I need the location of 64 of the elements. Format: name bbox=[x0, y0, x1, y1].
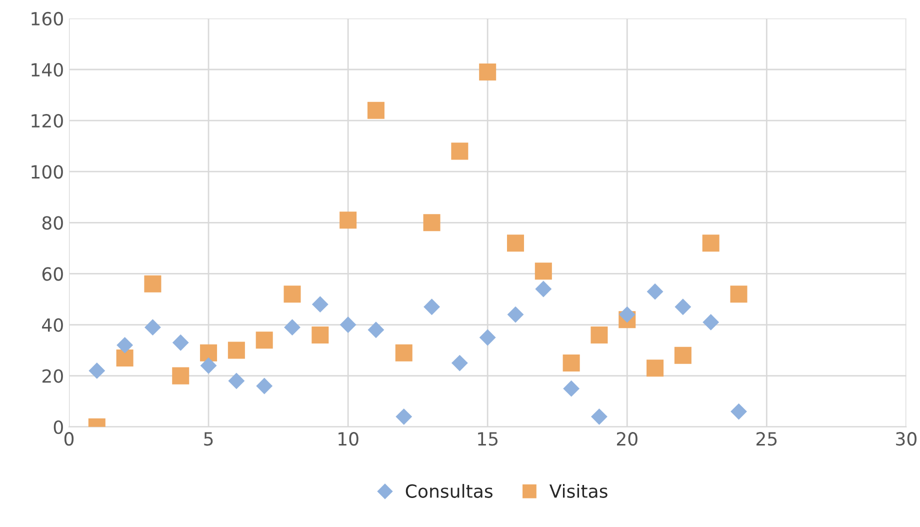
point bbox=[730, 403, 747, 420]
x-tick-label: 25 bbox=[756, 432, 777, 446]
point bbox=[340, 212, 357, 229]
point bbox=[702, 234, 720, 252]
point bbox=[535, 280, 552, 298]
point bbox=[730, 286, 748, 303]
point bbox=[534, 262, 552, 280]
point bbox=[424, 298, 440, 316]
y-tick-label: 100 bbox=[32, 165, 63, 179]
point bbox=[395, 344, 412, 362]
point bbox=[590, 326, 608, 344]
point bbox=[479, 64, 496, 81]
y-tick-label: 120 bbox=[32, 114, 63, 128]
point bbox=[618, 306, 636, 323]
point bbox=[256, 332, 273, 349]
x-tick-label: 30 bbox=[896, 432, 916, 446]
point bbox=[646, 360, 664, 377]
point bbox=[312, 326, 329, 344]
point bbox=[507, 234, 524, 252]
point bbox=[674, 346, 692, 364]
point bbox=[116, 336, 134, 354]
point bbox=[562, 354, 580, 372]
point bbox=[479, 329, 496, 346]
point bbox=[200, 357, 217, 374]
point bbox=[591, 408, 608, 425]
y-tick-label: 80 bbox=[42, 216, 63, 230]
point bbox=[256, 378, 273, 394]
point bbox=[228, 342, 245, 359]
point bbox=[367, 102, 384, 119]
point bbox=[172, 367, 190, 384]
legend-label: Visitas bbox=[549, 484, 608, 498]
point bbox=[200, 344, 218, 362]
point bbox=[312, 296, 328, 313]
y-tick-label: 40 bbox=[42, 318, 63, 332]
point bbox=[423, 214, 440, 232]
point bbox=[563, 380, 580, 397]
point bbox=[674, 298, 692, 316]
point bbox=[144, 319, 161, 336]
x-tick-label: 5 bbox=[204, 432, 213, 446]
point bbox=[368, 322, 384, 338]
point bbox=[702, 314, 720, 330]
point bbox=[228, 372, 245, 390]
x-tick-label: 15 bbox=[478, 432, 498, 446]
point bbox=[116, 349, 134, 366]
y-tick-label: 160 bbox=[32, 12, 63, 26]
point bbox=[88, 362, 106, 379]
point bbox=[396, 408, 412, 425]
x-tick-label: 20 bbox=[616, 432, 638, 446]
point bbox=[284, 319, 300, 336]
point bbox=[451, 142, 468, 160]
x-tick-label: 10 bbox=[338, 432, 358, 446]
point bbox=[172, 334, 189, 351]
point bbox=[451, 354, 468, 372]
y-tick-label: 60 bbox=[42, 267, 63, 281]
x-tick-label: 0 bbox=[64, 432, 74, 446]
y-tick-label: 20 bbox=[42, 369, 63, 383]
legend-label: Consultas bbox=[406, 484, 492, 498]
point bbox=[340, 316, 356, 333]
y-tick-label: 140 bbox=[32, 62, 63, 77]
point bbox=[284, 286, 301, 303]
point bbox=[507, 306, 524, 323]
point bbox=[144, 275, 162, 292]
point bbox=[646, 283, 664, 300]
y-tick-label: 0 bbox=[54, 420, 63, 434]
